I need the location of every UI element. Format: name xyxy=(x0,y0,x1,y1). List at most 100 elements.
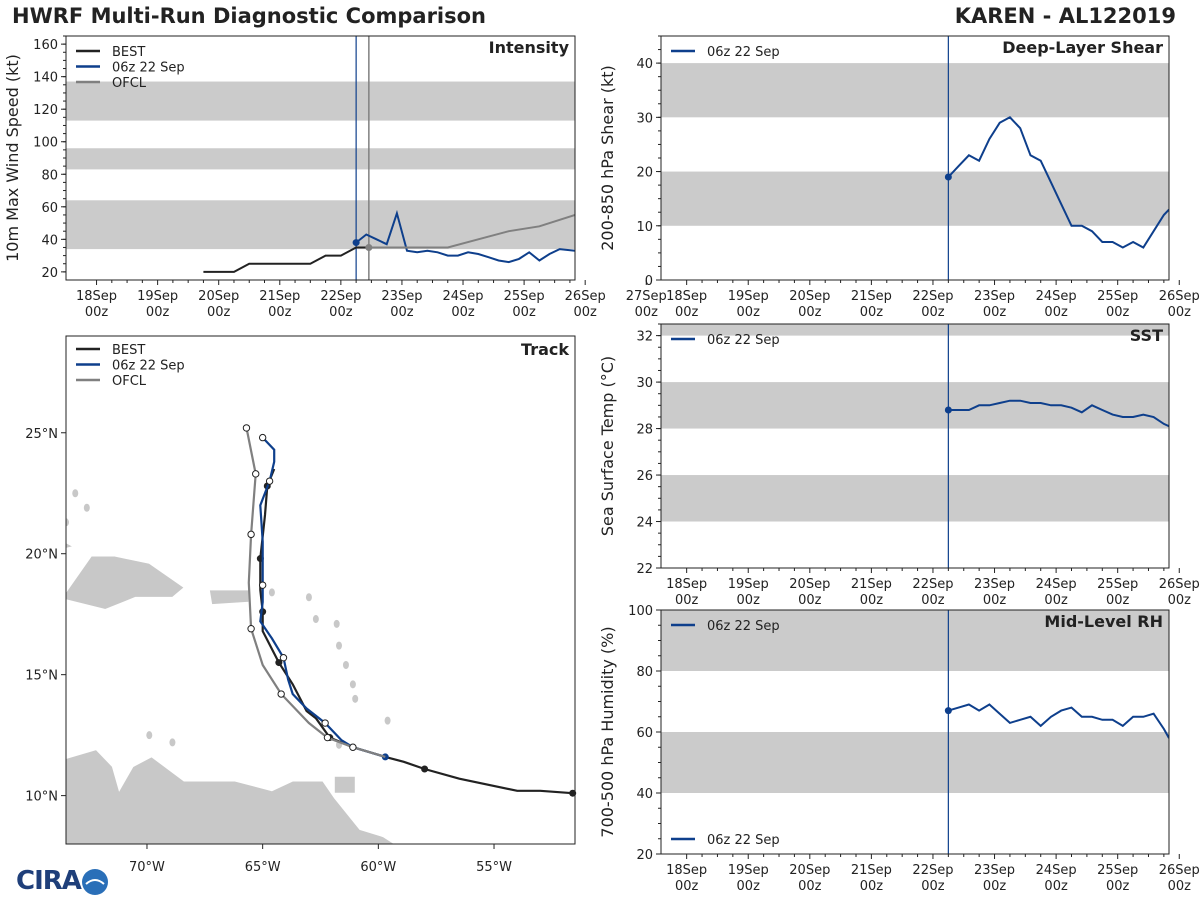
rh-xtick-label: 22Sep xyxy=(912,863,953,878)
track-forecast-point xyxy=(247,625,255,633)
sst-xtick-label: 21Sep xyxy=(851,577,892,592)
shear-ytick-label: 30 xyxy=(636,111,653,126)
shear-xtick-label: 00z xyxy=(675,305,699,320)
trinidad-land xyxy=(333,775,356,794)
intensity-xtick-label: 23Sep xyxy=(381,289,422,304)
shear-ytick-label: 40 xyxy=(636,57,653,72)
sst-xtick-label: 23Sep xyxy=(974,577,1015,592)
rh-legend-label-bottom: 06z 22 Sep xyxy=(707,833,780,848)
intensity-panel: 2040608010012014016018Sep00z19Sep00z20Se… xyxy=(3,35,667,320)
rh-xtick-label: 26Sep xyxy=(1159,863,1200,878)
track-forecast-point xyxy=(279,654,288,662)
intensity-init-marker xyxy=(365,243,373,251)
rh-xtick-label: 20Sep xyxy=(789,863,830,878)
track-best-point xyxy=(569,789,577,797)
track-forecast-point xyxy=(247,530,255,539)
intensity-xtick-label: 27Sep xyxy=(626,289,667,304)
intensity-series-ofcl xyxy=(368,213,575,249)
rh-xtick-label: 00z xyxy=(921,879,945,894)
sst-series-run xyxy=(948,399,1169,428)
intensity-legend-label: OFCL xyxy=(112,76,147,91)
sst-ytick-label: 22 xyxy=(636,562,653,577)
sst-xtick-label: 00z xyxy=(1044,593,1068,608)
track-panel: 70°W 65°W 60°W 55°W 10°N 15°N 20°N 25°N Track BES… xyxy=(25,335,577,875)
sst-legend-label: 06z 22 Sep xyxy=(707,333,780,348)
shear-xtick-label: 00z xyxy=(737,305,761,320)
island-land xyxy=(146,731,153,740)
track-legend-label: 06z 22 Sep xyxy=(112,359,185,374)
rh-xtick-label: 00z xyxy=(675,879,699,894)
rh-ytick-label: 40 xyxy=(636,787,653,802)
island-land xyxy=(83,503,90,512)
rh-ytick-label: 60 xyxy=(636,726,653,741)
track-ytick-label: 25°N xyxy=(25,427,58,442)
rh-title: Mid-Level RH xyxy=(1044,612,1163,631)
island-land xyxy=(336,641,343,650)
intensity-xtick-label: 00z xyxy=(573,305,597,320)
intensity-ytick-label: 160 xyxy=(33,38,58,53)
intensity-ytick-label: 40 xyxy=(41,233,58,248)
shear-xtick-label: 22Sep xyxy=(912,289,953,304)
storm-name: KAREN - AL122019 xyxy=(954,4,1176,28)
sst-xtick-label: 24Sep xyxy=(1036,577,1077,592)
shear-xtick-label: 00z xyxy=(983,305,1007,320)
track-legend-label: OFCL xyxy=(112,374,147,389)
track-forecast-point xyxy=(321,719,329,727)
track-xtick-label: 65°W xyxy=(245,860,281,875)
shear-xtick-label: 21Sep xyxy=(851,289,892,304)
logo-text: CIRA xyxy=(16,866,82,896)
rh-xtick-label: 00z xyxy=(860,879,884,894)
intensity-band xyxy=(66,148,575,170)
intensity-ytick-label: 60 xyxy=(41,201,58,216)
intensity-xtick-label: 00z xyxy=(390,305,414,320)
shear-init-marker xyxy=(944,173,952,181)
shear-title: Deep-Layer Shear xyxy=(1002,38,1163,57)
island-land xyxy=(384,716,391,725)
shear-xtick-label: 24Sep xyxy=(1036,289,1077,304)
track-series-run xyxy=(259,436,386,758)
sst-xtick-label: 00z xyxy=(737,593,761,608)
track-ytick-label: 10°N xyxy=(25,790,58,805)
shear-panel: 01020304018Sep00z19Sep00z20Sep00z21Sep00… xyxy=(598,35,1200,320)
shear-xtick-label: 00z xyxy=(860,305,884,320)
shear-xtick-label: 00z xyxy=(798,305,822,320)
shear-xtick-label: 00z xyxy=(1044,305,1068,320)
cira-logo: CIRA xyxy=(6,866,110,898)
sst-band xyxy=(661,324,1169,336)
sst-panel: 22242628303218Sep00z19Sep00z20Sep00z21Se… xyxy=(598,323,1200,608)
island-land xyxy=(312,615,319,624)
track-legend-label: BEST xyxy=(112,343,145,358)
island-land xyxy=(349,680,356,689)
sst-xtick-label: 26Sep xyxy=(1159,577,1200,592)
shear-xtick-label: 00z xyxy=(921,305,945,320)
land-masses xyxy=(66,489,396,844)
rh-ylabel: 700-500 hPa Humidity (%) xyxy=(598,626,617,837)
rh-xtick-label: 00z xyxy=(1044,879,1068,894)
shear-xtick-label: 19Sep xyxy=(728,289,769,304)
rh-xtick-label: 21Sep xyxy=(851,863,892,878)
intensity-xtick-label: 00z xyxy=(146,305,170,320)
shear-ylabel: 200-850 hPa Shear (kt) xyxy=(598,65,617,251)
island-land xyxy=(66,518,69,527)
shear-ytick-label: 10 xyxy=(636,220,653,235)
sst-xtick-label: 19Sep xyxy=(728,577,769,592)
track-series-ofcl xyxy=(245,427,386,758)
intensity-xtick-label: 00z xyxy=(207,305,231,320)
sst-ytick-label: 30 xyxy=(636,376,653,391)
sst-xtick-label: 18Sep xyxy=(666,577,707,592)
sst-xtick-label: 00z xyxy=(1106,593,1130,608)
sst-ytick-label: 26 xyxy=(636,469,653,484)
rh-ytick-label: 100 xyxy=(628,604,653,619)
sst-xtick-label: 00z xyxy=(921,593,945,608)
rh-panel: 2040608010018Sep00z19Sep00z20Sep00z21Sep… xyxy=(598,604,1200,894)
sst-xtick-label: 20Sep xyxy=(789,577,830,592)
track-best-point xyxy=(275,659,283,667)
intensity-xtick-label: 19Sep xyxy=(137,289,178,304)
puerto-rico-land xyxy=(208,589,250,605)
globe-icon xyxy=(82,869,108,895)
intensity-ytick-label: 100 xyxy=(33,136,58,151)
sst-xtick-label: 22Sep xyxy=(912,577,953,592)
sst-band xyxy=(661,475,1169,522)
sst-xtick-label: 00z xyxy=(983,593,1007,608)
